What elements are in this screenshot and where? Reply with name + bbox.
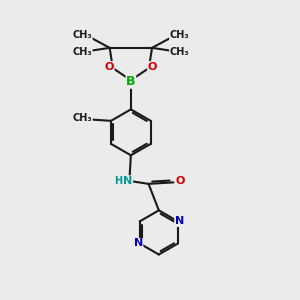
Text: N: N — [134, 238, 143, 248]
Text: CH₃: CH₃ — [169, 47, 189, 57]
Text: N: N — [123, 176, 133, 186]
Text: CH₃: CH₃ — [73, 113, 92, 124]
Text: CH₃: CH₃ — [73, 30, 92, 40]
Text: O: O — [105, 62, 114, 72]
Text: O: O — [175, 176, 185, 186]
Text: CH₃: CH₃ — [169, 30, 189, 40]
Text: N: N — [175, 216, 184, 226]
Text: CH₃: CH₃ — [73, 47, 92, 57]
Text: B: B — [126, 75, 136, 88]
Text: H: H — [114, 176, 122, 186]
Text: O: O — [148, 62, 157, 72]
